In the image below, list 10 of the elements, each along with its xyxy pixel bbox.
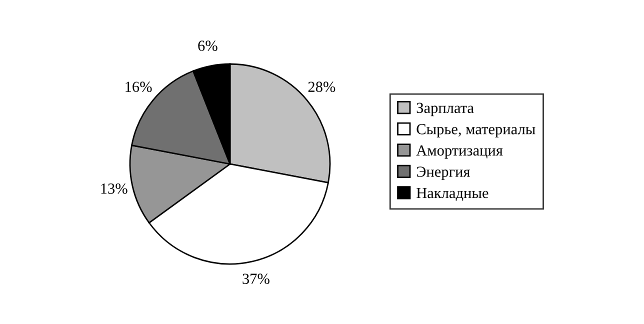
legend-label: Зарплата (416, 102, 474, 116)
data-label: 6% (198, 40, 218, 51)
legend-label: Сырье, материалы (416, 124, 536, 138)
legend-label: Энергия (416, 166, 470, 180)
data-label: 28% (308, 82, 336, 92)
legend-label: Накладные (416, 188, 488, 201)
data-label: 37% (242, 274, 270, 284)
legend-label: Амортизация (416, 145, 503, 159)
data-label: 13% (101, 183, 128, 194)
data-label: 16% (126, 82, 152, 92)
